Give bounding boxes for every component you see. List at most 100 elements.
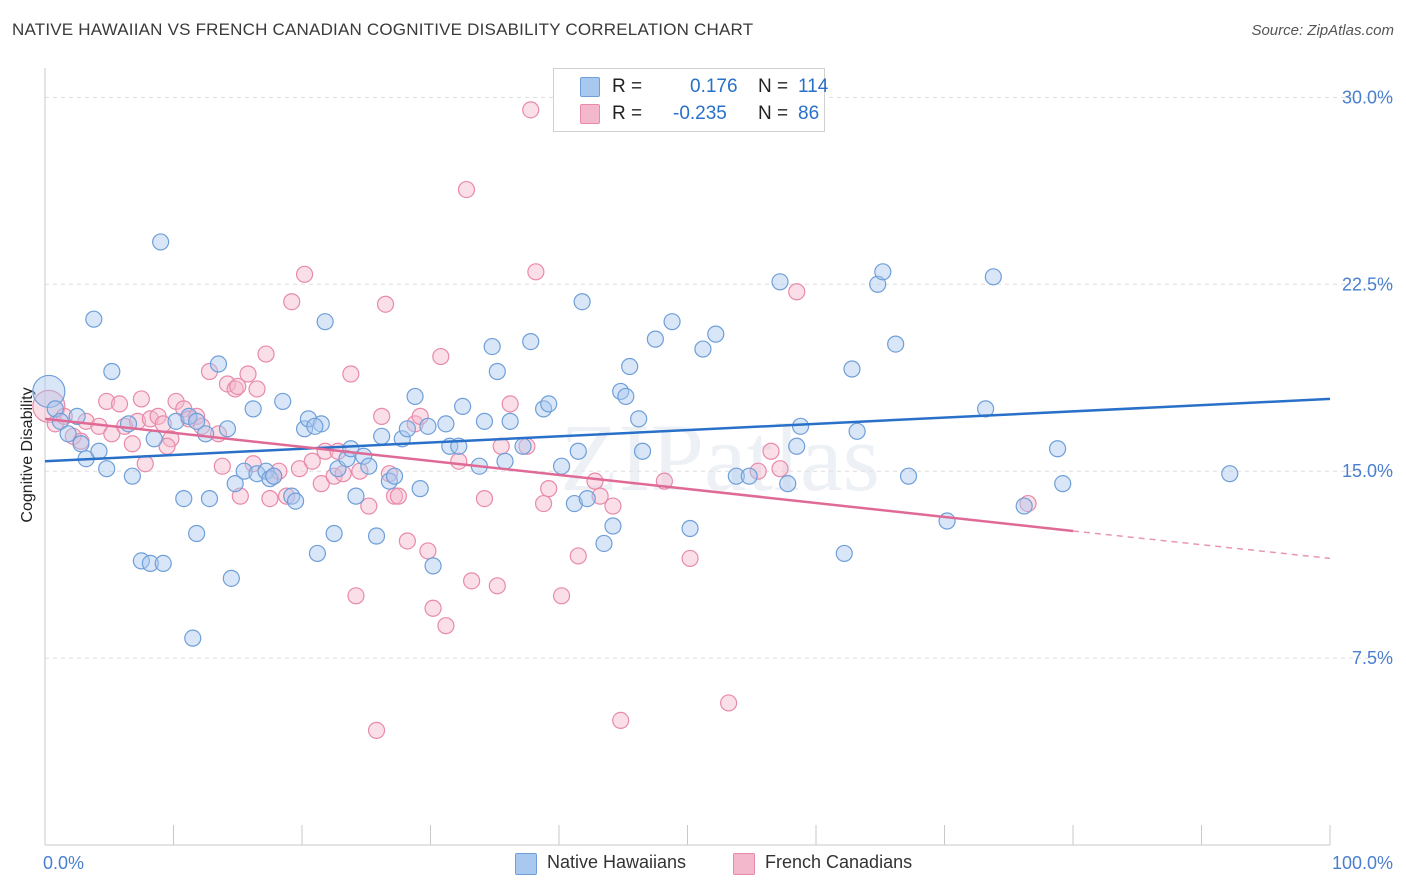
point-pink-69	[492, 437, 510, 455]
point-pink-38	[283, 293, 301, 311]
point-blue-83	[621, 357, 639, 376]
point-pink-87	[771, 460, 789, 478]
point-pink-66	[463, 572, 481, 590]
point-blue-93	[771, 273, 789, 291]
point-blue-19	[175, 490, 193, 508]
legend-n-label-2: N =	[758, 103, 789, 124]
point-blue-90	[707, 325, 725, 343]
point-blue-56	[406, 387, 424, 406]
bottom-legend-swatch-pink	[733, 853, 755, 875]
point-blue-4	[68, 407, 86, 425]
point-pink-14	[136, 455, 154, 473]
point-blue-108	[1048, 440, 1067, 458]
point-pink-26	[213, 457, 231, 475]
point-pink-86	[762, 442, 780, 460]
point-pink-62	[432, 347, 450, 366]
point-blue-34	[265, 467, 283, 485]
point-pink-63	[437, 617, 455, 635]
point-blue-10	[103, 362, 121, 381]
point-blue-40	[308, 544, 327, 563]
point-blue-3	[59, 425, 77, 443]
point-pink-64	[450, 452, 468, 470]
point-blue-98	[843, 360, 861, 378]
point-pink-74	[534, 494, 553, 513]
point-pink-40	[295, 265, 314, 283]
point-pink-13	[132, 390, 150, 408]
point-blue-76	[569, 442, 587, 460]
point-blue-106	[984, 268, 1002, 286]
point-pink-9	[110, 395, 129, 413]
point-pink-34	[261, 490, 279, 508]
point-blue-8	[90, 442, 108, 460]
point-blue-79	[595, 534, 613, 553]
point-blue-27	[222, 569, 240, 587]
trend-line-pink	[44, 417, 1074, 533]
point-blue-58	[419, 417, 437, 435]
point-pink-55	[385, 487, 404, 505]
point-pink-42	[312, 475, 330, 493]
point-pink-85	[749, 462, 767, 480]
point-blue-107	[1015, 497, 1033, 515]
point-pink-56	[389, 487, 407, 505]
legend-n-value-1: 114	[798, 76, 829, 97]
point-blue-91	[727, 467, 745, 485]
point-pink-75	[540, 480, 558, 498]
point-blue-112	[306, 417, 324, 435]
point-pink-88	[788, 283, 806, 301]
point-pink-51	[367, 721, 386, 739]
point-blue-109	[1054, 475, 1072, 493]
point-blue-52	[380, 472, 398, 490]
bottom-legend-native-hawaiians: Native Hawaiians	[515, 852, 715, 876]
point-blue-16	[152, 233, 170, 251]
correlation-legend: R = 0.176 N = 114 R = -0.235 N = 86	[553, 68, 829, 132]
point-pink-84	[720, 694, 738, 712]
bottom-legend-french-canadians: French Canadians	[733, 852, 953, 876]
point-blue-22	[188, 524, 206, 543]
point-blue-15	[145, 430, 163, 448]
point-blue-77	[573, 293, 591, 311]
point-pink-37	[277, 487, 296, 505]
point-blue-110	[1221, 465, 1239, 483]
point-pink-65	[457, 180, 476, 199]
point-blue-87	[663, 313, 681, 331]
point-pink-81	[612, 711, 630, 729]
x-tick-label-min: 0.0%	[43, 853, 84, 873]
point-blue-21	[184, 629, 202, 647]
legend-r-value-2: -0.235	[673, 103, 727, 124]
legend-swatch-french-canadians	[580, 104, 600, 124]
y-tick-label-0: 7.5%	[1352, 648, 1393, 668]
point-blue-18	[167, 412, 185, 430]
point-pink-11	[123, 435, 141, 453]
point-blue-38	[295, 420, 314, 438]
point-blue-86	[646, 330, 664, 348]
point-blue-78	[578, 490, 596, 508]
point-blue-14	[141, 554, 159, 572]
point-pink-39	[290, 460, 309, 478]
point-blue-60	[437, 415, 455, 433]
point-blue-59	[424, 557, 442, 575]
point-pink-70	[501, 395, 519, 413]
point-blue-88	[681, 519, 699, 538]
y-tick-label-1: 15.0%	[1342, 461, 1393, 481]
point-blue-63	[454, 397, 472, 415]
trend-lines	[44, 397, 1331, 560]
point-blue-75	[565, 494, 584, 513]
legend-n-value-2: 86	[798, 103, 820, 124]
point-blue-49	[360, 457, 378, 475]
point-pink-90	[229, 377, 247, 396]
legend-swatch-native-hawaiians	[580, 77, 600, 97]
point-blue-102	[887, 335, 905, 353]
series-french-canadians	[32, 101, 1037, 739]
bottom-legend-label-2: French Canadians	[765, 852, 913, 872]
point-blue-65	[475, 412, 494, 430]
point-blue-81	[612, 382, 630, 401]
y-tick-label-3: 30.0%	[1342, 87, 1393, 107]
point-pink-83	[681, 549, 699, 568]
point-pink-47	[342, 365, 360, 383]
point-pink-79	[591, 487, 609, 505]
point-blue-25	[209, 355, 228, 373]
axes	[44, 68, 1331, 846]
point-pink-72	[522, 101, 540, 119]
point-pink-60	[419, 542, 437, 560]
point-blue-105	[977, 400, 995, 418]
